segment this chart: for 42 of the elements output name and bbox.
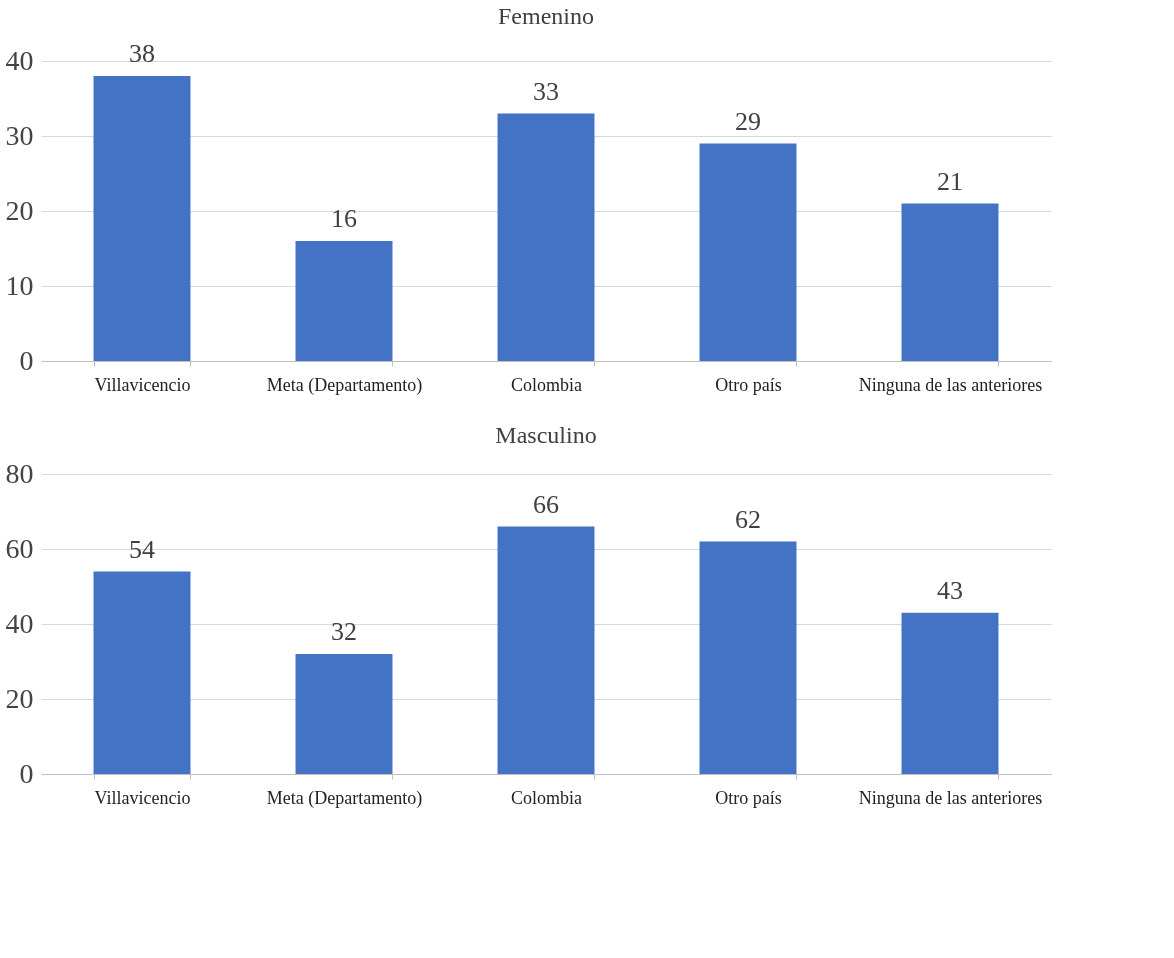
data-label: 29 xyxy=(735,106,761,136)
y-tick-label: 30 xyxy=(5,119,34,151)
data-label: 66 xyxy=(533,489,559,519)
data-label: 54 xyxy=(129,534,155,564)
x-tick-label: Villavicencio xyxy=(94,787,191,808)
bar xyxy=(93,76,191,361)
bar xyxy=(93,571,191,774)
y-tick-label: 20 xyxy=(5,194,34,226)
y-tick-label: 40 xyxy=(5,44,34,76)
bar xyxy=(295,654,393,774)
data-label: 62 xyxy=(735,504,761,534)
y-tick-label: 80 xyxy=(5,457,34,489)
y-tick-label: 0 xyxy=(19,344,34,376)
y-tick-label: 0 xyxy=(19,757,34,789)
bar xyxy=(901,612,999,774)
x-tick-label: Colombia xyxy=(511,787,583,808)
data-label: 16 xyxy=(331,204,357,233)
y-tick-label: 60 xyxy=(5,532,34,564)
data-label: 38 xyxy=(129,39,155,68)
x-tick-label: Villavicencio xyxy=(94,374,191,395)
data-label: 32 xyxy=(331,617,357,646)
x-tick-label: Meta (Departamento) xyxy=(266,374,423,396)
y-tick-label: 40 xyxy=(5,607,34,639)
x-tick-label: Otro país xyxy=(715,374,782,395)
bar xyxy=(497,113,595,361)
chart-title: Femenino xyxy=(498,3,594,29)
x-tick-label: Colombia xyxy=(511,374,583,395)
data-label: 33 xyxy=(533,76,559,106)
x-tick-label: Ninguna de las anteriores xyxy=(858,374,1043,395)
bar xyxy=(901,203,999,361)
bar xyxy=(699,541,797,774)
bar xyxy=(295,241,393,361)
x-tick-label: Meta (Departamento) xyxy=(266,787,423,809)
x-tick-label: Ninguna de las anteriores xyxy=(858,787,1043,808)
y-tick-label: 10 xyxy=(5,269,34,301)
bar xyxy=(699,143,797,361)
bar xyxy=(497,526,595,774)
y-tick-label: 20 xyxy=(5,682,34,714)
data-label: 21 xyxy=(937,166,963,196)
chart-title: Masculino xyxy=(495,422,597,448)
data-label: 43 xyxy=(937,575,963,605)
x-tick-label: Otro país xyxy=(715,787,782,808)
